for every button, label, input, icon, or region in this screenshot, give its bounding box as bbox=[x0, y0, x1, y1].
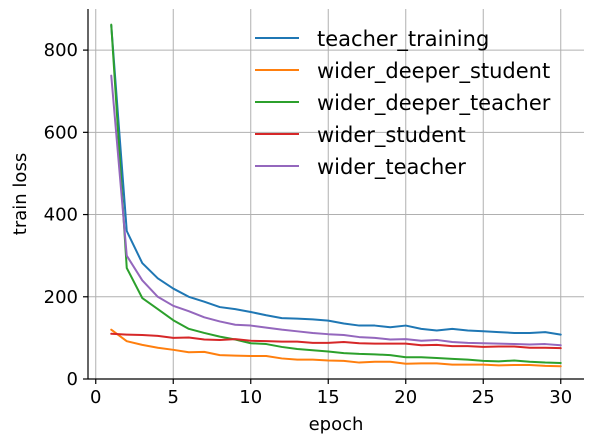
y-tick-label: 400 bbox=[44, 205, 78, 226]
legend-label-wider-deeper-teacher: wider_deeper_teacher bbox=[317, 91, 551, 116]
series-line-wider-teacher bbox=[111, 76, 561, 346]
y-tick-label: 600 bbox=[44, 122, 78, 143]
legend-label-wider-student: wider_student bbox=[317, 123, 466, 148]
x-tick-label: 25 bbox=[472, 387, 495, 408]
x-tick-label: 20 bbox=[394, 387, 417, 408]
y-axis-label: train loss bbox=[10, 153, 31, 235]
x-tick-label: 10 bbox=[239, 387, 262, 408]
x-tick-label: 5 bbox=[168, 387, 179, 408]
x-axis-label: epoch bbox=[309, 414, 364, 435]
y-tick-label: 200 bbox=[44, 287, 78, 308]
legend-label-wider-deeper-student: wider_deeper_student bbox=[317, 59, 550, 84]
x-tick-label: 30 bbox=[549, 387, 572, 408]
y-tick-label: 0 bbox=[67, 369, 78, 390]
legend-label-wider-teacher: wider_teacher bbox=[317, 155, 466, 180]
legend-label-teacher-training: teacher_training bbox=[317, 27, 489, 52]
y-tick-label: 800 bbox=[44, 40, 78, 61]
x-tick-label: 15 bbox=[317, 387, 340, 408]
x-tick-label: 0 bbox=[90, 387, 101, 408]
series-line-wider-student bbox=[111, 334, 561, 348]
